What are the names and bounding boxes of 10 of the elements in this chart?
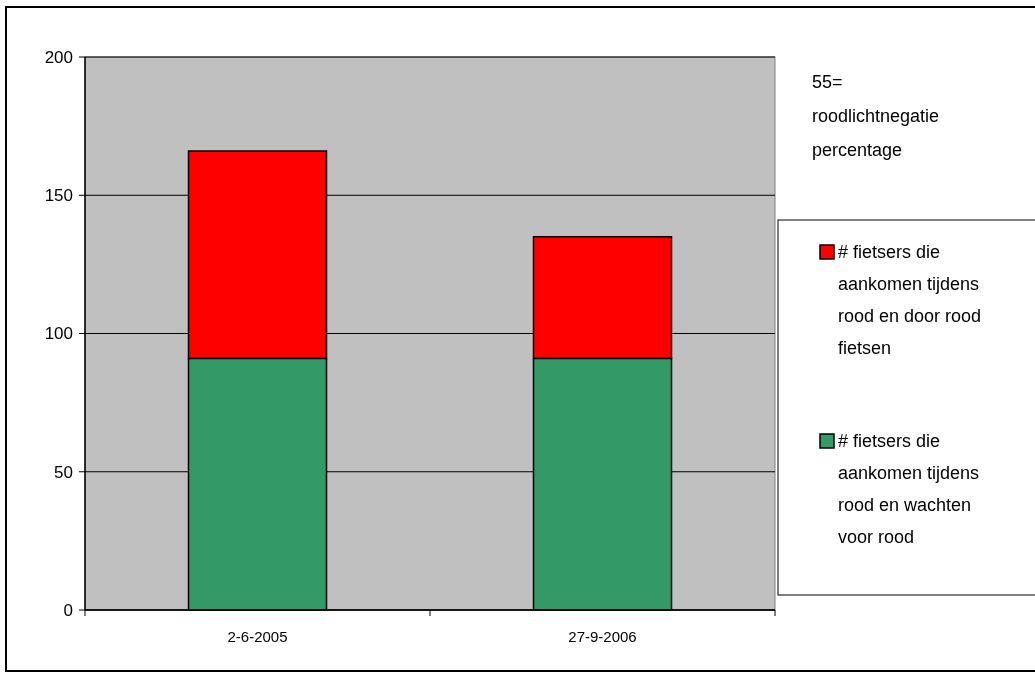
y-tick-label: 150 <box>44 186 73 206</box>
x-tick-label: 27-9-2006 <box>568 628 637 645</box>
legend-label: # fietsers die aankomen tijdens rood en door rood fietsen <box>838 242 982 358</box>
y-tick-label: 100 <box>44 324 73 344</box>
y-tick-label: 0 <box>63 600 73 620</box>
y-tick-label: 200 <box>44 47 73 67</box>
text: 55= roodlichtnegatie percentage <box>812 72 940 160</box>
y-tick-label: 50 <box>54 462 73 482</box>
legend-label: # fietsers die aankomen tijdens rood en wachten voor rood <box>838 431 980 547</box>
x-tick-label: 2-6-2005 <box>227 628 288 645</box>
